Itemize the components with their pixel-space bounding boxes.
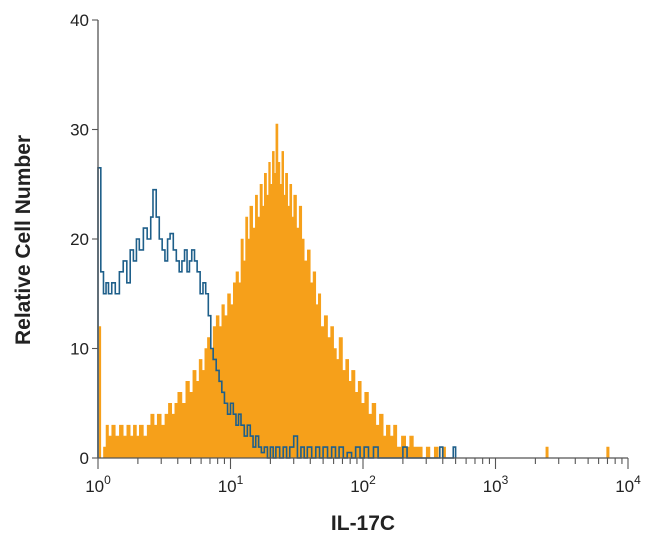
x-tick-label: 102	[350, 473, 376, 496]
series-layer	[97, 123, 610, 459]
y-axis-title: Relative Cell Number	[12, 135, 35, 345]
y-axis-ticks: 0 10 20 30 40	[70, 11, 98, 468]
x-tick-label: 101	[218, 473, 244, 496]
y-tick-label: 20	[70, 230, 89, 249]
y-tick-label: 30	[70, 121, 89, 140]
x-axis-ticks: 100 101 102 103 104	[85, 458, 641, 496]
y-tick-label: 40	[70, 11, 89, 30]
x-tick-label: 103	[483, 473, 509, 496]
series-0-filled-histogram	[98, 123, 610, 459]
x-tick-label: 104	[615, 473, 641, 496]
x-tick-label: 100	[85, 473, 111, 496]
y-tick-label: 0	[80, 449, 89, 468]
y-tick-label: 10	[70, 340, 89, 359]
x-axis-title: IL-17C	[331, 512, 395, 535]
